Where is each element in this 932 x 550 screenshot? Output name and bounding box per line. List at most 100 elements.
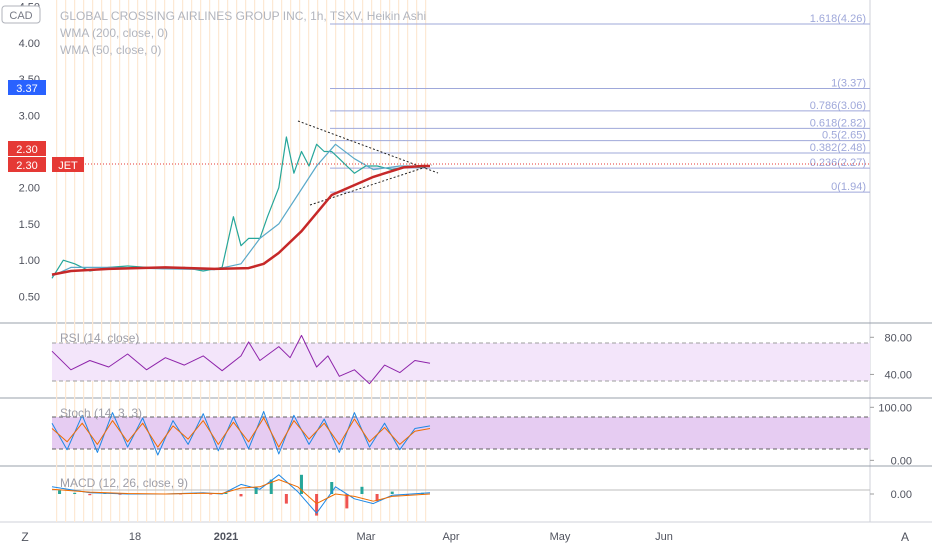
- fib-level-label: 0.5(2.65): [822, 130, 866, 142]
- price-tick-label: 1.00: [19, 255, 40, 267]
- macd-histogram-bar[interactable]: [118, 494, 122, 495]
- macd-histogram-bar[interactable]: [330, 482, 334, 494]
- price-tick-label: 1.50: [19, 219, 40, 231]
- session-stripe: [101, 0, 103, 522]
- session-stripe: [155, 0, 157, 522]
- macd-histogram-bar[interactable]: [88, 494, 92, 496]
- rsi-title[interactable]: RSI (14, close): [60, 331, 139, 345]
- osc-tick-label: 100.00: [878, 402, 912, 414]
- indicator-wma-50[interactable]: WMA (50, close, 0): [60, 43, 161, 57]
- auto-scale-button[interactable]: [894, 526, 916, 546]
- session-stripe: [290, 0, 292, 522]
- macd-histogram-bar[interactable]: [224, 492, 228, 494]
- session-stripe: [416, 0, 418, 522]
- stoch-band: [52, 416, 870, 450]
- symbol-badge: [52, 157, 84, 172]
- session-stripe: [362, 0, 364, 522]
- macd-histogram-bar[interactable]: [58, 490, 62, 494]
- currency-badge[interactable]: [1, 5, 41, 24]
- time-axis[interactable]: 18 2021 Mar Apr May Jun: [129, 531, 673, 543]
- price-series-group: [51, 136, 431, 279]
- time-tick-label: 18: [129, 531, 141, 543]
- stoch-series-group: [51, 411, 431, 456]
- macd-histogram-bar[interactable]: [375, 494, 379, 502]
- macd-histogram-bar[interactable]: [360, 486, 364, 494]
- badge-3-37: [8, 80, 46, 95]
- zoom-button-label: Z: [21, 530, 28, 544]
- zoom-button[interactable]: [14, 526, 36, 546]
- fib-level-label: 0.382(2.48): [810, 142, 866, 154]
- oscillator-axes[interactable]: 40.00 80.00 0.00 100.00 0.00: [870, 332, 912, 501]
- macd-title[interactable]: MACD (12, 26, close, 9): [60, 476, 188, 490]
- session-stripe: [137, 0, 139, 522]
- time-tick-label: Jun: [655, 531, 673, 543]
- session-stripe: [209, 0, 211, 522]
- series-line-price[interactable]: [51, 136, 431, 279]
- series-line-rsi[interactable]: [51, 334, 431, 385]
- session-stripe: [407, 0, 409, 522]
- session-stripe: [335, 0, 337, 522]
- macd-histogram-bar[interactable]: [345, 494, 349, 509]
- series-line--d[interactable]: [51, 417, 431, 448]
- price-tick-label: 0.50: [19, 291, 40, 303]
- session-stripe: [110, 0, 112, 522]
- session-stripe: [164, 0, 166, 522]
- osc-tick-label: 80.00: [884, 332, 912, 344]
- series-line-wma-200-close-0-[interactable]: [51, 164, 430, 276]
- price-tick-label: 2.00: [19, 183, 40, 195]
- fib-level-label: 1.618(4.26): [810, 13, 866, 25]
- session-stripe: [425, 0, 427, 522]
- session-stripe: [371, 0, 373, 522]
- rsi-series-group: [51, 334, 431, 385]
- symbol-badge-label: JET: [58, 160, 78, 172]
- badge-3-37-label: 3.37: [16, 83, 37, 95]
- fibonacci-levels[interactable]: 1.618(4.26) 1(3.37) 0.786(3.06) 0.618(2.82)…: [330, 13, 870, 193]
- session-stripe: [227, 0, 229, 522]
- auto-scale-label: A: [901, 530, 909, 544]
- fib-level-label: 0.618(2.82): [810, 117, 866, 129]
- time-tick-label: Mar: [357, 531, 376, 543]
- macd-histogram-bar[interactable]: [315, 494, 319, 516]
- osc-tick-label: 40.00: [884, 369, 912, 381]
- session-stripes: [56, 0, 427, 522]
- session-stripe: [191, 0, 193, 522]
- macd-histogram-bar[interactable]: [390, 491, 394, 494]
- fib-level-label: 0.236(2.27): [810, 157, 866, 169]
- macd-histogram-bar[interactable]: [254, 486, 258, 494]
- session-stripe: [254, 0, 256, 522]
- session-stripe: [272, 0, 274, 522]
- session-stripe: [146, 0, 148, 522]
- macd-series-group: [51, 474, 431, 516]
- rsi-band: [52, 342, 870, 382]
- session-stripe: [218, 0, 220, 522]
- session-stripe: [299, 0, 301, 522]
- badge-2-30-label: 2.30: [16, 144, 37, 156]
- stoch-title[interactable]: Stoch (14, 3, 3): [60, 406, 142, 420]
- indicator-wma-200[interactable]: WMA (200, close, 0): [60, 26, 168, 40]
- session-stripe: [398, 0, 400, 522]
- badge-last-price-label: 2.30: [16, 160, 37, 172]
- session-stripe: [119, 0, 121, 522]
- session-stripe: [389, 0, 391, 522]
- session-stripe: [245, 0, 247, 522]
- macd-histogram-bar[interactable]: [284, 494, 288, 504]
- macd-histogram-bar[interactable]: [269, 479, 273, 494]
- series-line-signal[interactable]: [51, 479, 431, 505]
- session-stripe: [326, 0, 328, 522]
- session-stripe: [308, 0, 310, 522]
- session-stripe: [200, 0, 202, 522]
- chart-title: GLOBAL CROSSING AIRLINES GROUP INC, 1h, …: [60, 9, 426, 23]
- price-tick-label: 3.00: [19, 110, 40, 122]
- macd-histogram-bar[interactable]: [239, 494, 243, 497]
- time-tick-label: Apr: [442, 531, 459, 543]
- badge-last-price: [8, 157, 46, 172]
- session-stripe: [281, 0, 283, 522]
- macd-histogram-bar[interactable]: [299, 474, 303, 494]
- fib-level-label: 1(3.37): [831, 77, 866, 89]
- macd-histogram-bar[interactable]: [73, 492, 77, 494]
- session-stripe: [92, 0, 94, 522]
- session-stripe: [83, 0, 85, 522]
- session-stripe: [173, 0, 175, 522]
